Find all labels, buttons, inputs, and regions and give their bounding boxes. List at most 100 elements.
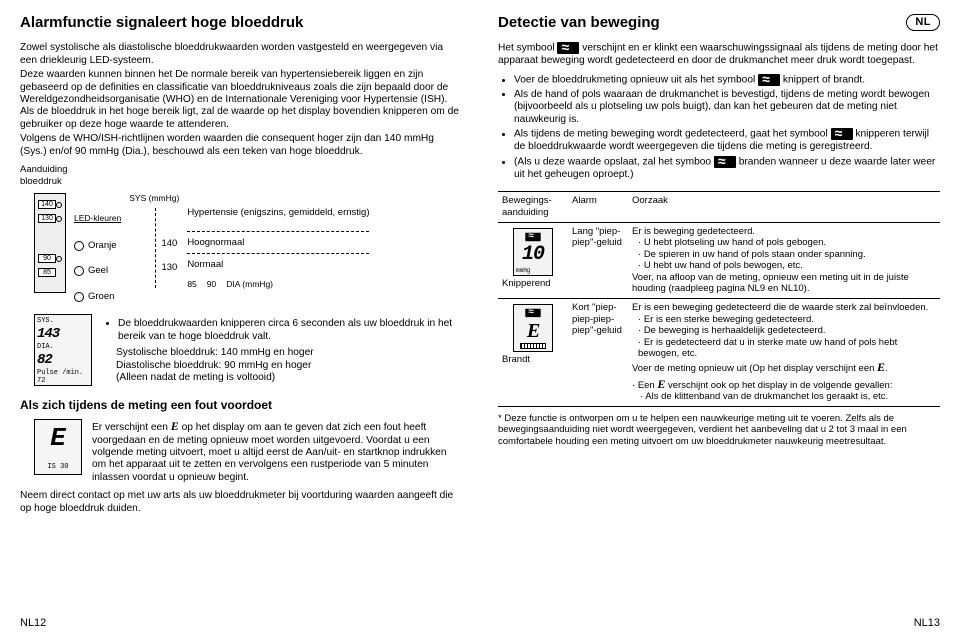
- motion-icon: [557, 42, 579, 54]
- right-footer: * Deze functie is ontworpen om u te help…: [498, 413, 940, 448]
- motion-icon: [758, 74, 780, 86]
- color-legend: LED-kleuren Oranje Geel Groen: [74, 213, 121, 302]
- th-cause: Oorzaak: [628, 192, 940, 222]
- r1-i2: U hebt uw hand of pols bewogen, etc.: [638, 260, 936, 272]
- left-intro2: Deze waarden kunnen binnen het De normal…: [20, 69, 462, 131]
- page-num-right: NL13: [498, 617, 940, 630]
- led-dot-icon: [56, 202, 62, 208]
- lcd-sys: 143: [37, 326, 89, 343]
- lcd-pulse: 72: [37, 377, 45, 385]
- table-row: 10 mmHg Knipperend Lang "piep-piep"-gelu…: [498, 222, 940, 298]
- motion-table: Bewegings-aanduiding Alarm Oorzaak 10 mm…: [498, 191, 940, 406]
- lcd-reading-icon: SYS.143 DIA.82 Pulse /min. 72: [34, 314, 92, 386]
- reading-note: (Alleen nadat de meting is voltooid): [102, 372, 462, 384]
- circle-icon: [74, 241, 84, 251]
- reading-bullet: De bloeddrukwaarden knipperen circa 6 se…: [118, 318, 462, 343]
- r2-i1: De beweging is herhaaldelijk gedetecteer…: [638, 325, 936, 337]
- r1-i0: U hebt plotseling uw hand of pols geboge…: [638, 237, 936, 249]
- lcd-blink-icon: 10 mmHg: [513, 228, 553, 276]
- b1a: Voer de bloeddrukmeting opnieuw uit als …: [514, 75, 758, 86]
- error-text1: Er verschijnt een E op het display om aa…: [92, 419, 462, 484]
- lcd-dia: 82: [37, 352, 89, 369]
- r2-tb: .: [885, 363, 888, 374]
- led-tick-140: 140: [38, 200, 56, 209]
- zone-highnormal: Hoognormaal: [187, 237, 244, 249]
- led-tick-90: 90: [38, 254, 56, 263]
- sys-header: SYS (mmHg): [129, 193, 179, 203]
- state-burn: Brandt: [502, 354, 564, 366]
- sys-130: 130: [161, 262, 177, 274]
- bp-chart: 140 130 90 85 LED-kleuren Oranje Geel Gr…: [34, 193, 462, 302]
- right-page: Detectie van beweging NL Het symbool ver…: [480, 14, 940, 630]
- bullet-3: Als tijdens de meting beweging wordt ged…: [514, 128, 940, 154]
- left-intro1: Zowel systolische als diastolische bloed…: [20, 42, 462, 67]
- color-orange: Oranje: [88, 240, 117, 252]
- r2-tail1: Voer de meting opnieuw uit (Op het displ…: [632, 360, 936, 375]
- reading-sys-thr: Systolische bloeddruk: 140 mmHg en hoger: [102, 347, 462, 359]
- r2-head: Er is een beweging gedetecteerd die de w…: [632, 302, 936, 314]
- table-row: E Brandt Kort "piep-piep-piep-piep"-gelu…: [498, 299, 940, 407]
- r2-tail2: · Een E verschijnt ook op het display in…: [632, 377, 936, 392]
- dia-label: DIA (mmHg): [226, 279, 273, 289]
- sys-140: 140: [161, 238, 177, 250]
- r-p1a: Het symbool: [498, 43, 557, 54]
- sys-axis: SYS (mmHg) 140 130: [129, 193, 179, 287]
- reading-dia-thr: Diastolische bloeddruk: 90 mmHg en hoger: [102, 360, 462, 372]
- left-title: Alarmfunctie signaleert hoge bloeddruk: [20, 14, 303, 32]
- r2-t3: Als de klittenband van de drukmanchet lo…: [645, 391, 888, 402]
- error-heading: Als zich tijdens de meting een fout voor…: [20, 398, 462, 413]
- lcd-error-time: IS 30: [47, 463, 68, 472]
- err-p1a: Er verschijnt een: [92, 422, 171, 433]
- motion-icon: [714, 156, 736, 168]
- led-tick-130: 130: [38, 214, 56, 223]
- b4a: (Als u deze waarde opslaat, zal het symb…: [514, 157, 714, 168]
- led-header: LED-kleuren: [74, 213, 121, 223]
- bullet-1: Voer de bloeddrukmeting opnieuw uit als …: [514, 74, 940, 87]
- motion-icon: [525, 232, 540, 240]
- state-blink: Knipperend: [502, 278, 564, 290]
- b3a: Als tijdens de meting beweging wordt ged…: [514, 129, 831, 140]
- e-glyph-icon: E: [171, 419, 179, 433]
- motion-icon: [525, 309, 540, 317]
- zone-labels: Hypertensie (enigszins, gemiddeld, ernst…: [187, 193, 369, 289]
- lcd-unit: mmHg: [516, 267, 530, 274]
- led-dot-icon: [56, 216, 62, 222]
- lcd-bar-icon: [520, 343, 547, 349]
- circle-icon: [74, 292, 84, 302]
- motion-icon: [831, 128, 853, 140]
- bullet-2: Als de hand of pols waaraan de drukmanch…: [514, 89, 940, 126]
- chart-label: Aanduiding bloeddruk: [20, 164, 80, 187]
- page-num-left: NL12: [20, 617, 462, 630]
- dia-axis: 85 90 DIA (mmHg): [187, 279, 369, 289]
- color-yellow: Geel: [88, 265, 108, 277]
- r1-head: Er is beweging gedetecteerd.: [632, 226, 936, 238]
- zone-normal: Normaal: [187, 259, 223, 271]
- r2-i2: Er is gedetecteerd dat u in sterke mate …: [638, 337, 936, 360]
- alarm-short: Kort "piep-piep-piep-piep"-geluid: [568, 299, 628, 407]
- left-intro3: Volgens de WHO/ISH-richtlijnen worden wa…: [20, 133, 462, 158]
- language-badge: NL: [906, 14, 940, 31]
- bullet-4: (Als u deze waarde opslaat, zal het symb…: [514, 156, 940, 182]
- right-title: Detectie van beweging: [498, 14, 660, 32]
- lcd10: 10: [522, 243, 544, 267]
- alarm-long: Lang "piep-piep"-geluid: [568, 222, 628, 298]
- r1-tail: Voer, na afloop van de meting, opnieuw e…: [632, 272, 936, 295]
- left-footnote: Neem direct contact op met uw arts als u…: [20, 490, 462, 515]
- intro2-pre: Deze waarden kunnen binnen het: [20, 69, 175, 80]
- dia-85: 85: [187, 279, 196, 289]
- reading-example: SYS.143 DIA.82 Pulse /min. 72 De bloeddr…: [34, 314, 462, 386]
- right-bullets: Voer de bloeddrukmeting opnieuw uit als …: [498, 74, 940, 184]
- e-glyph-icon: E: [877, 360, 885, 374]
- led-dot-icon: [56, 256, 62, 262]
- circle-icon: [74, 266, 84, 276]
- lcd-burn-icon: E: [513, 304, 553, 352]
- r2-t2b: verschijnt ook op het display in de volg…: [665, 380, 892, 391]
- led-panel-icon: 140 130 90 85: [34, 193, 66, 293]
- th-alarm: Alarm: [568, 192, 628, 222]
- r2-i0: Er is een sterke beweging gedetecteerd.: [638, 314, 936, 326]
- dia-90: 90: [207, 279, 216, 289]
- color-green: Groen: [88, 291, 114, 303]
- error-block: E IS 30 Er verschijnt een E op het displ…: [34, 419, 462, 486]
- b1b: knippert of brandt.: [780, 75, 865, 86]
- th-indicator: Bewegings-aanduiding: [498, 192, 568, 222]
